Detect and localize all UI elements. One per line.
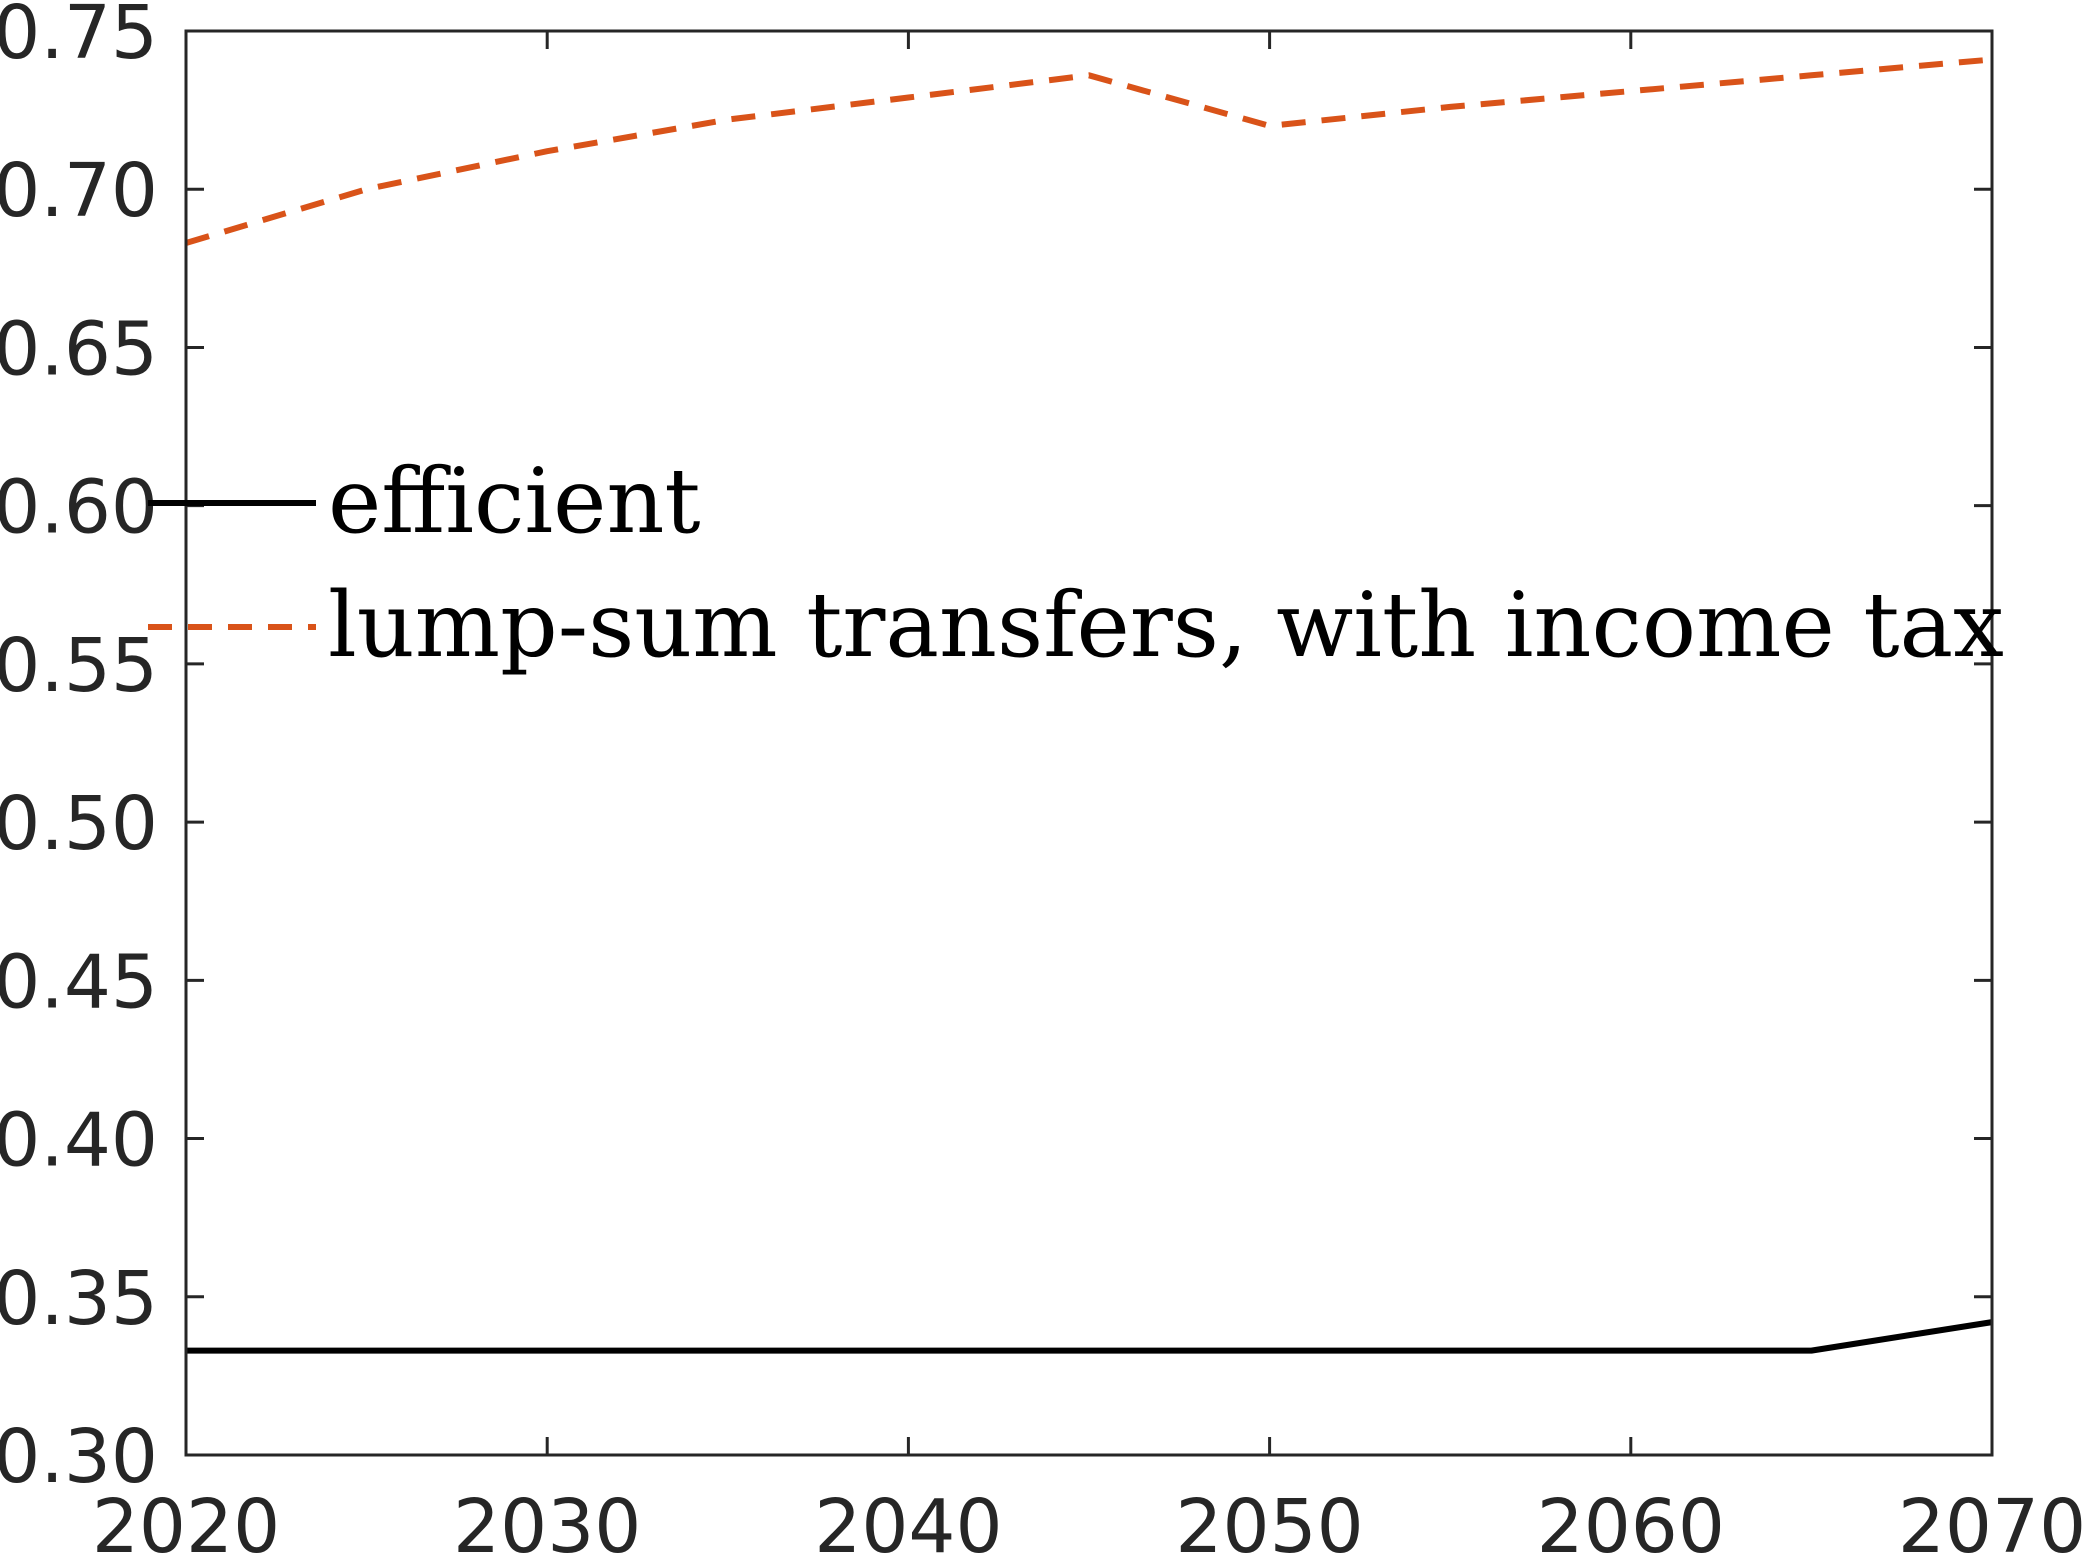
series-line-efficient xyxy=(186,1319,1993,1354)
y-tick-label: 0.40 xyxy=(0,1098,158,1184)
x-tick-label: 2030 xyxy=(453,1484,641,1554)
x-tick-label: 2050 xyxy=(1175,1484,1363,1554)
y-tick-label: 0.70 xyxy=(0,148,158,234)
legend: efficient lump-sum transfers, with income… xyxy=(148,449,2004,678)
legend-label: efficient xyxy=(328,449,701,554)
y-tick-label: 0.60 xyxy=(0,465,158,551)
x-tick-label: 2040 xyxy=(814,1484,1002,1554)
y-tick-label: 0.55 xyxy=(0,623,158,709)
x-tick-label: 2060 xyxy=(1537,1484,1725,1554)
y-tick-label: 0.45 xyxy=(0,939,158,1025)
y-tick-label: 0.35 xyxy=(0,1256,158,1342)
y-tick-label: 0.50 xyxy=(0,781,158,867)
axes-box xyxy=(184,29,1994,1457)
y-axis-ticks: 0.30 0.35 0.40 0.45 0.50 0.55 0.60 0.65 0.70 0.75 xyxy=(0,0,1992,1500)
series-layer xyxy=(185,56,1993,1354)
y-tick-label: 0.75 xyxy=(0,0,158,76)
x-tick-label: 2020 xyxy=(92,1484,280,1554)
x-tick-label: 2070 xyxy=(1898,1484,2082,1554)
legend-label: lump-sum transfers, with income tax xyxy=(328,573,2004,678)
x-axis-ticks: 2020 2030 2040 2050 2060 2070 xyxy=(92,31,2082,1554)
y-tick-label: 0.30 xyxy=(0,1414,158,1500)
plot-area xyxy=(186,31,1992,1455)
y-tick-label: 0.65 xyxy=(0,306,158,392)
series-line-lump-sum-transfers xyxy=(185,56,1993,246)
